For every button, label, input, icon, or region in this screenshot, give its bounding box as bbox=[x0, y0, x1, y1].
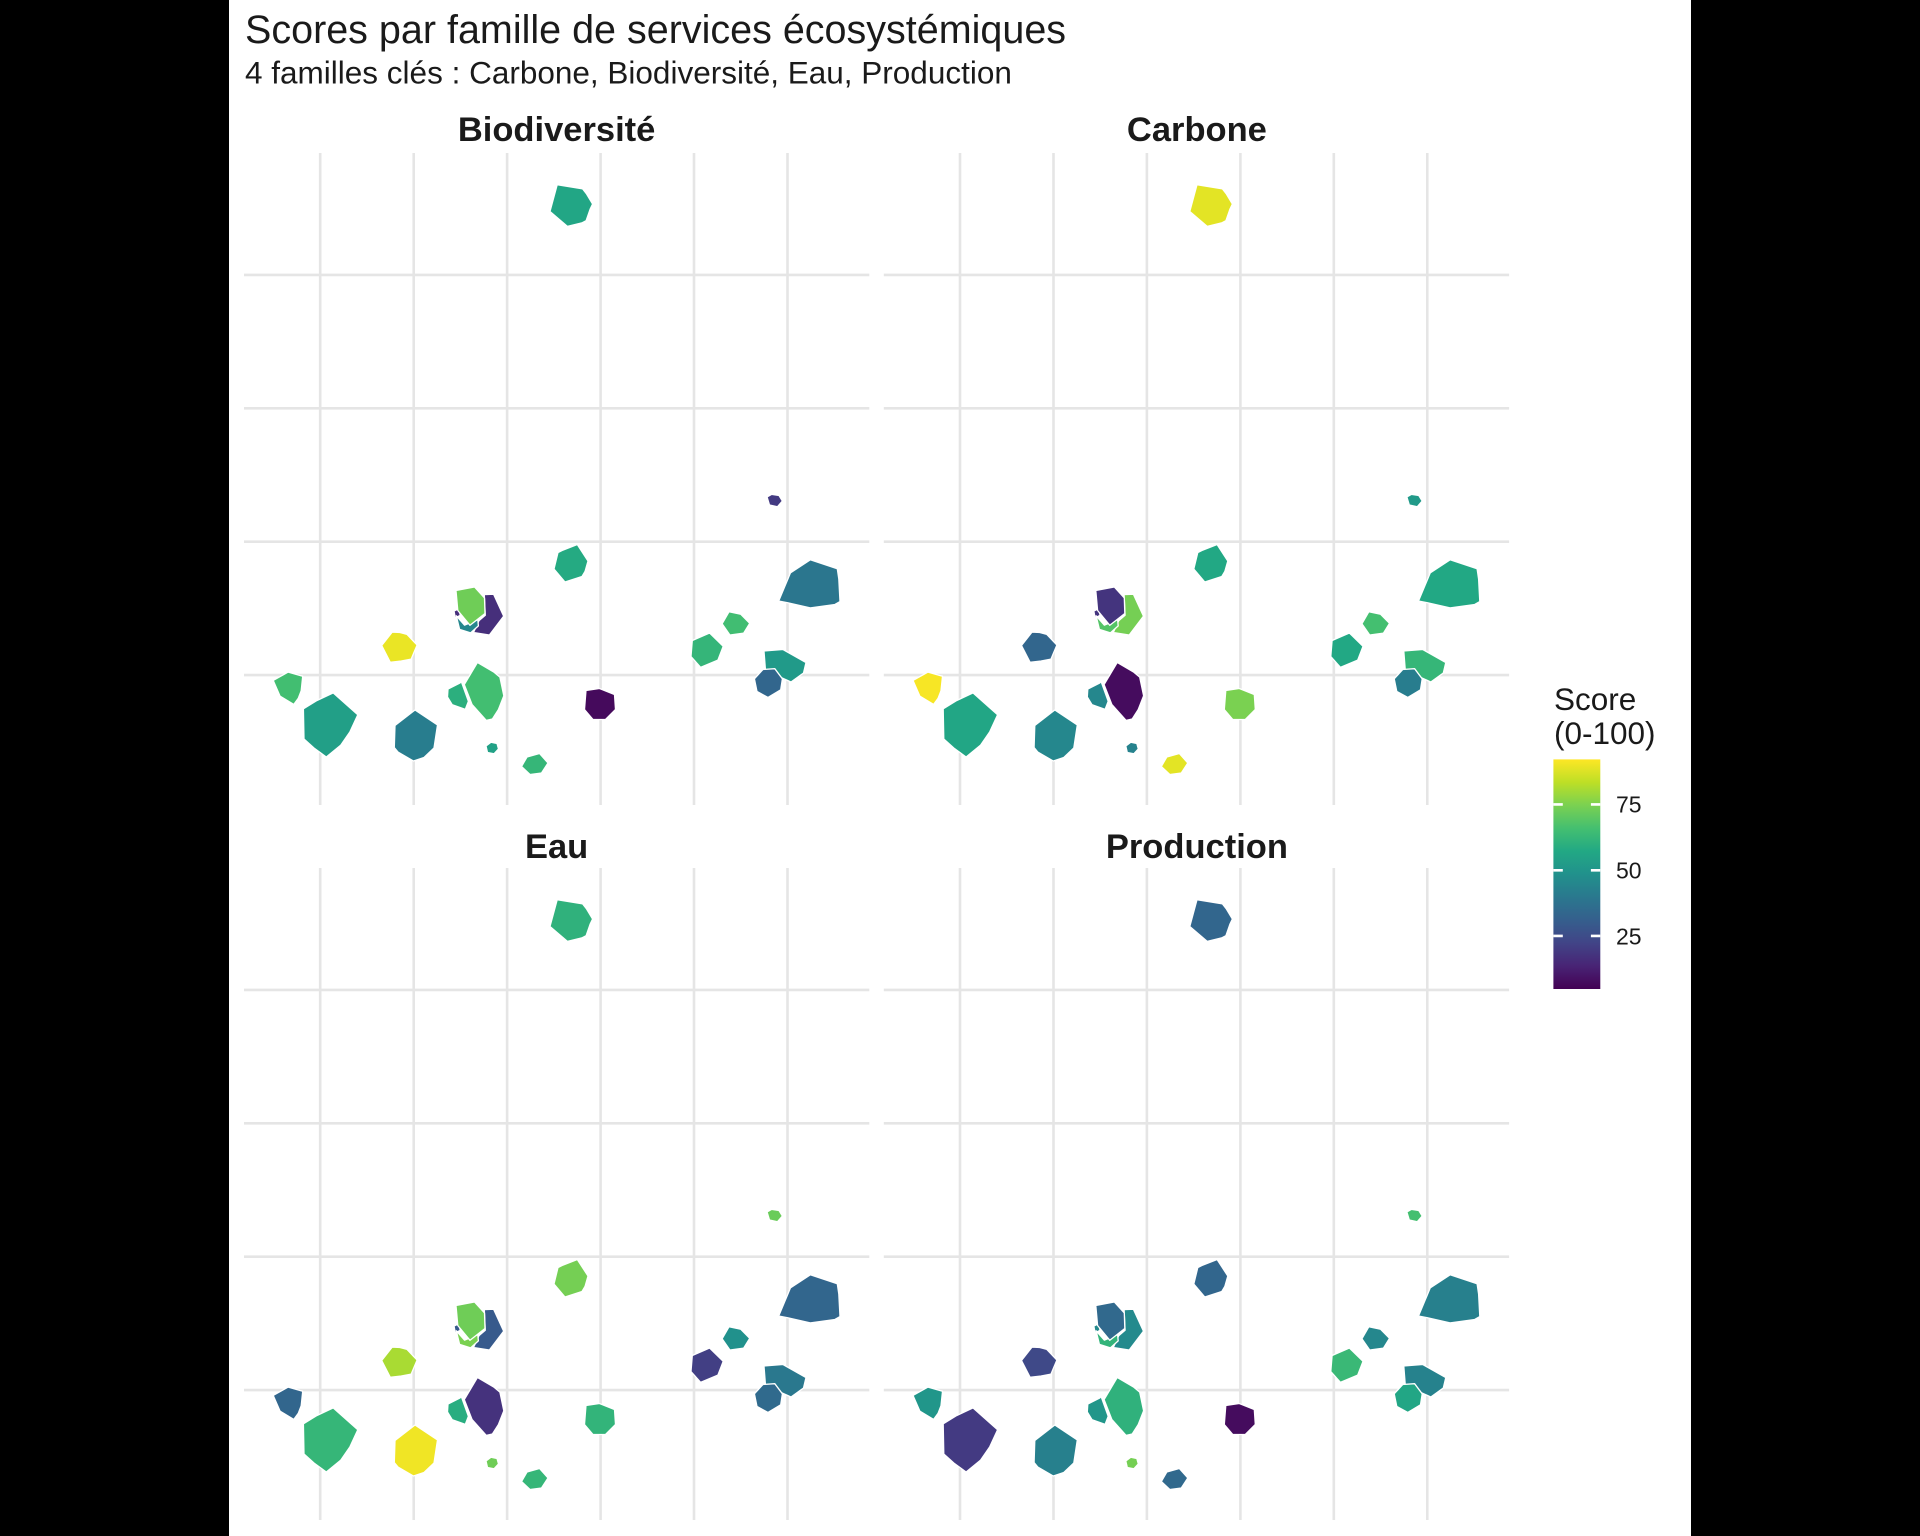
svg-text:25: 25 bbox=[1616, 924, 1642, 950]
svg-text:Production: Production bbox=[1106, 828, 1288, 866]
svg-text:Score: Score bbox=[1554, 681, 1636, 717]
svg-text:75: 75 bbox=[1616, 792, 1642, 818]
svg-text:(0-100): (0-100) bbox=[1554, 715, 1656, 751]
svg-text:Carbone: Carbone bbox=[1127, 111, 1267, 149]
svg-text:Eau: Eau bbox=[525, 828, 588, 866]
svg-text:4 familles clés : Carbone, Bio: 4 familles clés : Carbone, Biodiversité,… bbox=[245, 55, 1012, 91]
svg-text:Biodiversité: Biodiversité bbox=[458, 111, 655, 149]
svg-text:Scores par famille de services: Scores par famille de services écosystém… bbox=[245, 8, 1066, 52]
svg-text:50: 50 bbox=[1616, 858, 1642, 884]
